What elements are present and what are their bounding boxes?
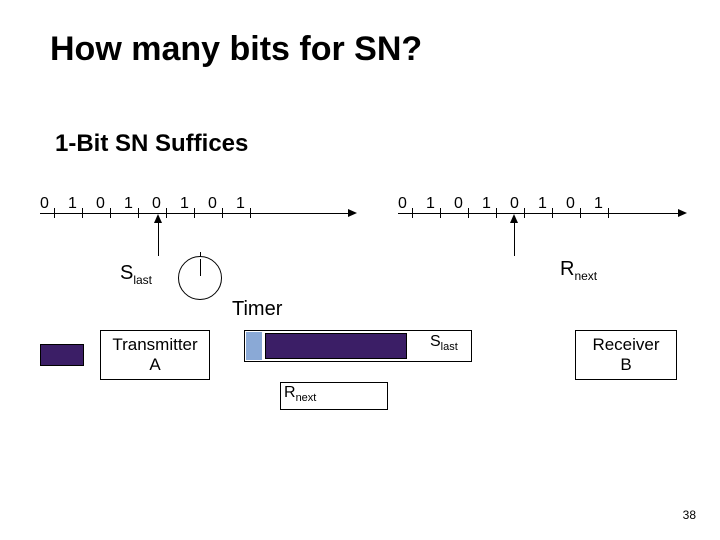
transmitter-box: TransmitterA <box>100 330 210 380</box>
seq-digit: 0 <box>398 195 407 213</box>
slast-label: Slast <box>120 262 152 287</box>
purple-bar-icon <box>40 344 84 366</box>
slide-number: 38 <box>683 508 696 522</box>
packet-payload <box>265 333 407 359</box>
seq-digit: 0 <box>510 195 519 213</box>
seq-digit: 1 <box>482 195 491 213</box>
packet-header-icon <box>246 332 262 360</box>
packet-slast-label: Slast <box>430 333 458 353</box>
sequence-right: 0 1 0 1 0 1 0 1 <box>0 195 720 235</box>
seq-digit: 1 <box>426 195 435 213</box>
seq-digit: 0 <box>566 195 575 213</box>
page-subtitle: 1-Bit SN Suffices <box>55 130 248 158</box>
seq-digit: 1 <box>538 195 547 213</box>
seq-digit: 0 <box>454 195 463 213</box>
timer-label: Timer <box>232 298 282 321</box>
receiver-box: ReceiverB <box>575 330 677 380</box>
ack-rnext-label: Rnext <box>284 384 316 404</box>
rnext-label: Rnext <box>560 258 597 283</box>
timer-clock-icon <box>178 256 222 300</box>
seq-digit: 1 <box>594 195 603 213</box>
page-title: How many bits for SN? <box>50 30 422 69</box>
